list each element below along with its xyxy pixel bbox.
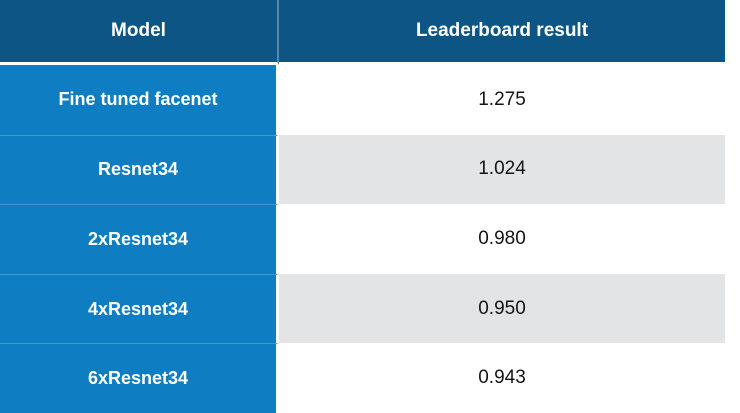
model-cell-2xresnet34: 2xResnet34	[0, 204, 279, 274]
header-cell-leaderboard-result: Leaderboard result	[279, 0, 725, 65]
value-cell: 1.024	[279, 134, 725, 205]
model-cell-fine-tuned-facenet: Fine tuned facenet	[0, 65, 279, 135]
header-cell-model: Model	[0, 0, 279, 65]
value-cell: 0.943	[279, 343, 725, 413]
model-cell-resnet34: Resnet34	[0, 134, 279, 205]
model-cell-4xresnet34: 4xResnet34	[0, 273, 279, 344]
model-cell-6xresnet34: 6xResnet34	[0, 343, 279, 413]
value-cell: 0.980	[279, 204, 725, 274]
results-table: Model Leaderboard result Fine tuned face…	[0, 0, 725, 413]
value-cell: 0.950	[279, 273, 725, 344]
value-cell: 1.275	[279, 65, 725, 135]
